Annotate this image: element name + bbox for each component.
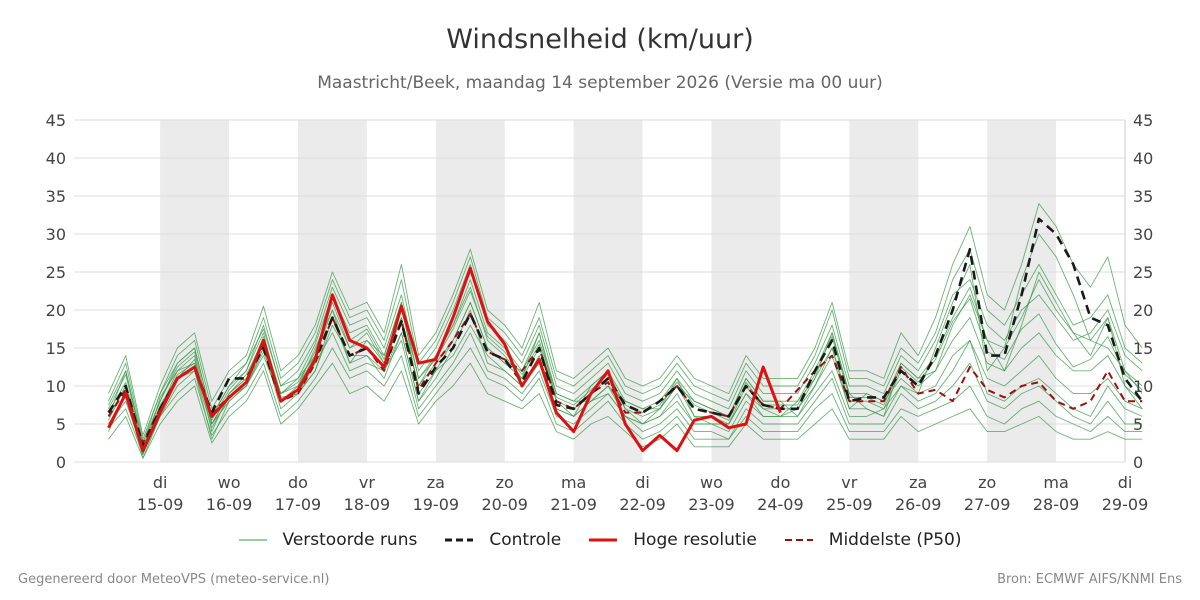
median-swatch <box>784 539 813 541</box>
x-tick-date-25-09: 25-09 <box>826 495 873 514</box>
shaded-band-0 <box>160 120 230 462</box>
y-tick-label-left-20: 20 <box>46 301 66 320</box>
y-tick-label-left-45: 45 <box>46 111 66 130</box>
x-tick-day-29-09: di <box>1118 473 1133 492</box>
y-tick-label-left-0: 0 <box>56 453 66 472</box>
y-tick-label-right-20: 20 <box>1133 301 1153 320</box>
x-axis: di 15-09 wo 16-09 do 17-09 vr 18-09 za 19-09 zo 20-… <box>137 473 1148 514</box>
legend-label-control: Controle <box>489 530 562 550</box>
ensemble-member-13 <box>108 203 1143 436</box>
legend-item-control: Controle <box>445 530 561 550</box>
legend-item-median: Middelste (P50) <box>784 530 962 550</box>
x-tick-day-24-09: do <box>770 473 790 492</box>
perturbed-swatch <box>238 539 267 541</box>
x-tick-day-21-09: ma <box>561 473 586 492</box>
x-tick-date-26-09: 26-09 <box>895 495 942 514</box>
shaded-band-5 <box>849 120 919 462</box>
x-tick-date-28-09: 28-09 <box>1033 495 1080 514</box>
y-tick-label-right-10: 10 <box>1133 377 1153 396</box>
x-tick-date-29-09: 29-09 <box>1102 495 1149 514</box>
data-source: Bron: ECMWF AIFS/KNMI Ens <box>997 572 1182 587</box>
x-tick-day-16-09: wo <box>218 473 241 492</box>
ensemble-member-11 <box>108 301 1143 452</box>
y-tick-label-right-25: 25 <box>1133 263 1153 282</box>
legend: Verstoorde runs Controle Hoge resolutie … <box>0 530 1200 550</box>
x-tick-day-15-09: di <box>153 473 168 492</box>
y-tick-label-right-15: 15 <box>1133 339 1153 358</box>
series-line-high-res <box>107 266 782 453</box>
y-tick-label-left-30: 30 <box>46 225 66 244</box>
y-tick-label-left-40: 40 <box>46 149 66 168</box>
ensemble-member-10 <box>108 279 1143 444</box>
shaded-band-4 <box>711 120 781 462</box>
x-tick-date-23-09: 23-09 <box>688 495 735 514</box>
y-tick-label-right-45: 45 <box>1133 111 1153 130</box>
x-tick-date-19-09: 19-09 <box>413 495 460 514</box>
x-tick-day-22-09: di <box>635 473 650 492</box>
high-res-swatch <box>589 538 618 542</box>
x-tick-day-19-09: za <box>427 473 445 492</box>
legend-label-high-res: Hoge resolutie <box>633 530 757 550</box>
series-line-control <box>107 217 1144 449</box>
x-tick-date-24-09: 24-09 <box>757 495 804 514</box>
y-tick-label-right-30: 30 <box>1133 225 1153 244</box>
x-tick-day-17-09: do <box>288 473 308 492</box>
chart-subtitle: Maastricht/Beek, maandag 14 september 20… <box>317 73 883 93</box>
y-tick-label-left-15: 15 <box>46 339 66 358</box>
ensemble-member-12 <box>108 362 1143 459</box>
y-tick-label-left-10: 10 <box>46 377 66 396</box>
main-lines <box>107 217 1144 453</box>
y-tick-label-right-5: 5 <box>1133 415 1143 434</box>
legend-label-median: Middelste (P50) <box>828 530 962 550</box>
x-tick-date-21-09: 21-09 <box>550 495 597 514</box>
y-tick-label-left-25: 25 <box>46 263 66 282</box>
legend-label-perturbed: Verstoorde runs <box>282 530 418 550</box>
x-tick-day-25-09: vr <box>841 473 857 492</box>
x-tick-date-20-09: 20-09 <box>481 495 528 514</box>
control-swatch <box>445 538 474 542</box>
y-axis-right: 0 5 10 15 20 25 30 35 40 45 <box>1133 111 1153 472</box>
weekday-shading <box>160 120 1057 462</box>
shaded-band-1 <box>297 120 367 462</box>
x-tick-day-28-09: ma <box>1043 473 1068 492</box>
generator-credit: Gegenereerd door MeteoVPS (meteo-service… <box>18 572 330 587</box>
x-tick-day-23-09: wo <box>700 473 723 492</box>
y-tick-label-right-0: 0 <box>1133 453 1143 472</box>
x-tick-date-16-09: 16-09 <box>206 495 253 514</box>
y-axis-left: 0 5 10 15 20 25 30 35 40 45 <box>46 111 66 472</box>
x-tick-date-15-09: 15-09 <box>137 495 184 514</box>
x-tick-date-18-09: 18-09 <box>344 495 391 514</box>
x-tick-day-27-09: zo <box>978 473 996 492</box>
y-tick-label-right-40: 40 <box>1133 149 1153 168</box>
y-tick-label-right-35: 35 <box>1133 187 1153 206</box>
x-tick-day-26-09: za <box>909 473 927 492</box>
x-tick-date-17-09: 17-09 <box>275 495 322 514</box>
legend-item-high-res: Hoge resolutie <box>589 530 757 550</box>
x-tick-day-18-09: vr <box>359 473 375 492</box>
x-tick-date-22-09: 22-09 <box>619 495 666 514</box>
y-tick-label-left-5: 5 <box>56 415 66 434</box>
y-tick-label-left-35: 35 <box>46 187 66 206</box>
legend-item-perturbed: Verstoorde runs <box>238 530 418 550</box>
x-tick-date-27-09: 27-09 <box>964 495 1011 514</box>
x-tick-day-20-09: zo <box>496 473 514 492</box>
chart-title: Windsnelheid (km/uur) <box>446 24 754 55</box>
